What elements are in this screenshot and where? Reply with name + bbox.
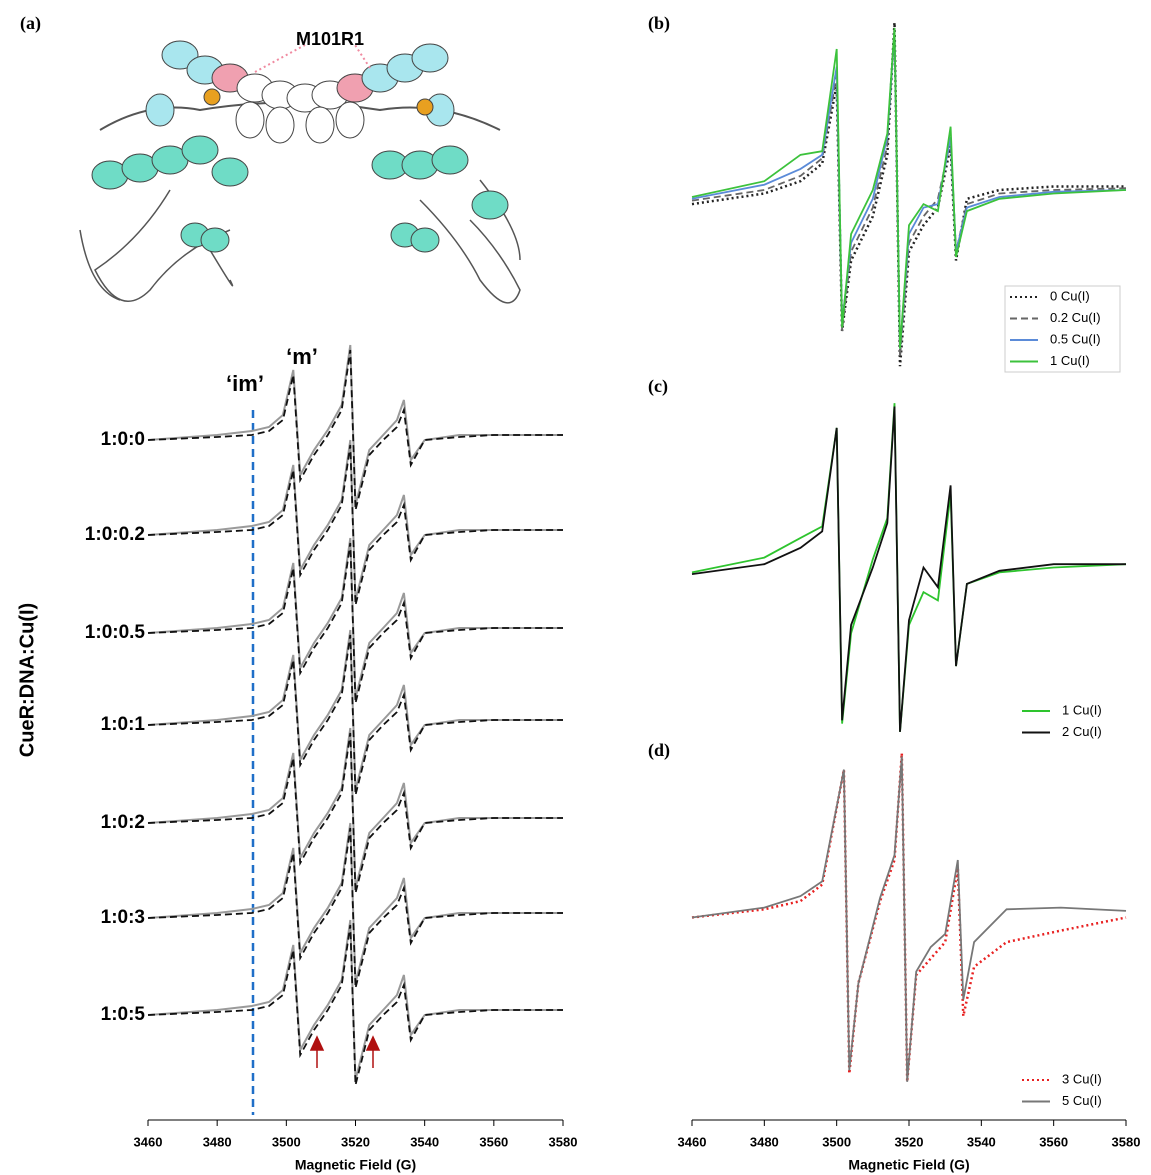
spectrum-line — [691, 756, 1127, 1082]
spectrum-line — [691, 27, 1127, 349]
experiment-line — [147, 919, 563, 1081]
simulation-line — [147, 924, 563, 1086]
experiment-line — [147, 822, 563, 984]
row-label: 1:0:2 — [101, 812, 145, 833]
x-tick-label: 3540 — [410, 1134, 439, 1149]
protein-structure — [79, 40, 521, 304]
y-axis-label: CueR:DNA:Cu(I) — [16, 603, 38, 757]
panel-label: (c) — [648, 376, 668, 397]
x-tick-label: 3560 — [1039, 1134, 1068, 1149]
spectrum-line — [691, 406, 1126, 732]
row-label: 1:0:0.2 — [85, 524, 145, 545]
row-label: 1:0:0 — [101, 429, 145, 450]
legend-label: 3 Cu(I) — [1062, 1071, 1102, 1086]
spectrum-line — [691, 403, 1127, 732]
legend-label: 2 Cu(I) — [1062, 724, 1102, 739]
experiment-line — [147, 629, 563, 791]
panel-label: (a) — [20, 13, 41, 34]
x-tick-label: 3520 — [341, 1134, 370, 1149]
simulation-line — [147, 827, 563, 989]
spectrum-line — [691, 753, 1127, 1082]
panel-label: (b) — [648, 13, 670, 34]
m-label: ‘m’ — [286, 344, 318, 369]
legend-label: 1 Cu(I) — [1062, 702, 1102, 717]
x-axis-label: Magnetic Field (G) — [848, 1157, 969, 1173]
experiment-line — [147, 344, 563, 506]
x-tick-label: 3500 — [272, 1134, 301, 1149]
x-tick-label: 3480 — [203, 1134, 232, 1149]
simulation-line — [147, 349, 563, 511]
x-tick-label: 3460 — [134, 1134, 163, 1149]
x-tick-label: 3520 — [895, 1134, 924, 1149]
simulation-line — [147, 732, 563, 894]
im-label: ‘im’ — [226, 371, 264, 396]
structure-label: M101R1 — [296, 29, 364, 49]
experiment-line — [147, 439, 563, 601]
x-tick-label: 3500 — [822, 1134, 851, 1149]
legend-label: 1 Cu(I) — [1050, 353, 1090, 368]
panel-label: (d) — [648, 740, 670, 761]
experiment-line — [147, 727, 563, 889]
simulation-line — [147, 444, 563, 606]
row-label: 1:0:5 — [101, 1004, 146, 1025]
row-label: 1:0:0.5 — [85, 622, 146, 643]
x-tick-label: 3560 — [479, 1134, 508, 1149]
x-tick-label: 3540 — [967, 1134, 996, 1149]
x-tick-label: 3480 — [750, 1134, 779, 1149]
x-axis-label: Magnetic Field (G) — [295, 1157, 416, 1173]
row-label: 1:0:1 — [101, 714, 146, 735]
simulation-line — [147, 634, 563, 796]
legend-label: 5 Cu(I) — [1062, 1093, 1102, 1108]
legend-label: 0.2 Cu(I) — [1050, 310, 1101, 325]
x-tick-label: 3580 — [549, 1134, 578, 1149]
legend-label: 0 Cu(I) — [1050, 288, 1090, 303]
row-label: 1:0:3 — [101, 907, 145, 928]
legend-box — [1004, 285, 1121, 373]
legend-label: 0.5 Cu(I) — [1050, 331, 1101, 346]
experiment-line — [147, 537, 563, 699]
arrow — [309, 1035, 381, 1068]
x-tick-label: 3580 — [1112, 1134, 1141, 1149]
simulation-line — [147, 542, 563, 704]
x-tick-label: 3460 — [678, 1134, 707, 1149]
